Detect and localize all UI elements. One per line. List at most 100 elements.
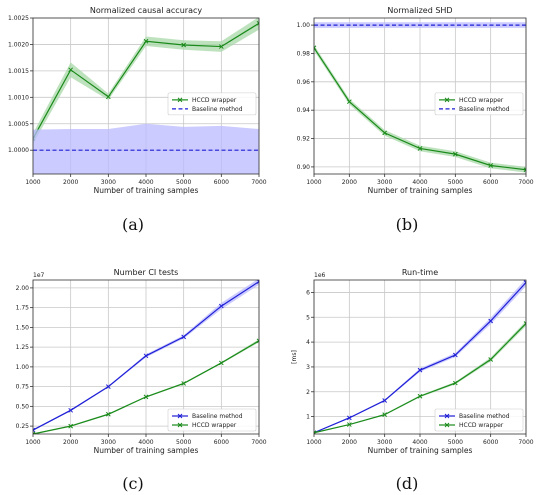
legend-marker (444, 97, 450, 103)
y-tick-label: 6 (306, 289, 310, 296)
plot-area (314, 22, 526, 173)
grid (32, 280, 260, 434)
legend: HCCD wrapper Baseline method (167, 92, 257, 116)
y-tick-label: 0.96 (297, 79, 311, 86)
legend-entry: Baseline method (459, 106, 510, 113)
legend-box (167, 408, 257, 432)
legend-marker (177, 97, 183, 103)
series-band-0 (314, 44, 526, 173)
x-tick-label: 5000 (176, 439, 191, 446)
x-tick-label: 1000 (306, 179, 321, 186)
chart-panel-2: Normalized SHD 1000 2000 3000 4000 5000 6000 70… (297, 6, 534, 234)
data-point (314, 45, 317, 51)
data-point (33, 431, 36, 434)
x-tick-label: 3000 (377, 439, 392, 446)
x-tick-label: 6000 (214, 439, 229, 446)
data-point (143, 38, 149, 44)
y-tick-label: 1.00 (16, 364, 30, 371)
legend: Baseline method HCCD wrapper (167, 408, 257, 432)
data-point (256, 338, 259, 344)
series-band-1 (33, 123, 259, 174)
x-tick-label: 4000 (138, 179, 153, 186)
x-tick-label: 2000 (63, 439, 78, 446)
legend-entry: HCCD wrapper (459, 97, 504, 104)
x-tick-label: 1000 (25, 179, 40, 186)
data-point (105, 411, 111, 417)
data-point (523, 167, 526, 173)
data-point (33, 427, 36, 433)
sci-offset-label: 1e7 (33, 272, 45, 279)
data-point (488, 318, 494, 324)
legend-marker (444, 422, 450, 428)
y-tick-label: 1.0015 (8, 68, 29, 75)
y-tick-label: 0.25 (16, 423, 30, 430)
data-point (143, 394, 149, 400)
y-tick-label: 3 (306, 364, 310, 371)
y-tick-label: 4 (306, 339, 310, 346)
x-tick-label: 3000 (101, 439, 116, 446)
data-point (68, 407, 74, 413)
chart-title: Number CI tests (114, 268, 179, 277)
data-point (523, 321, 526, 326)
data-point (314, 430, 317, 434)
legend-box (167, 92, 257, 116)
plot-area (33, 280, 259, 434)
data-point (181, 334, 187, 340)
data-point (105, 94, 111, 100)
legend-marker (177, 422, 183, 428)
legend-entry: HCCD wrapper (459, 422, 504, 429)
legend-entry: Baseline method (192, 106, 243, 113)
data-point (181, 381, 187, 386)
legend-entry: HCCD wrapper (192, 97, 237, 104)
chart-title: Normalized SHD (387, 6, 452, 15)
x-tick-label: 2000 (342, 179, 357, 186)
y-tick-label: 1.50 (16, 324, 30, 331)
data-point (417, 367, 423, 373)
x-tick-label: 3000 (377, 179, 392, 186)
legend-entry: Baseline method (192, 413, 243, 420)
y-tick-label: 0.50 (16, 403, 30, 410)
x-tick-label: 5000 (176, 179, 191, 186)
data-point (256, 20, 259, 26)
data-point (218, 303, 224, 309)
x-axis-label: Number of training samples (368, 446, 473, 455)
data-point (417, 393, 423, 399)
data-point (452, 151, 458, 157)
chart-panel-1: Normalized causal accuracy 1000 2000 3000 40… (8, 6, 267, 234)
y-tick-label: 1.75 (16, 305, 30, 312)
data-point (488, 163, 494, 168)
x-tick-label: 1000 (25, 439, 40, 446)
x-tick-label: 6000 (483, 439, 498, 446)
chart-caption: (d) (396, 474, 419, 493)
x-axis-label: Number of training samples (94, 446, 199, 455)
series-band-0 (33, 18, 259, 144)
y-tick-label: 1.0005 (8, 121, 29, 128)
y-tick-label: 1.0000 (8, 147, 29, 154)
legend-entry: Baseline method (459, 413, 510, 420)
data-point (143, 353, 149, 359)
chart-caption: (c) (122, 474, 143, 493)
sci-offset-label: 1e6 (314, 272, 326, 279)
plot-area (33, 18, 259, 174)
y-tick-label: 1.00 (297, 22, 311, 29)
data-point (452, 352, 458, 358)
y-tick-label: 1.25 (16, 344, 30, 351)
data-point (346, 415, 352, 421)
y-tick-label: 0.92 (297, 136, 311, 143)
x-tick-label: 4000 (412, 179, 427, 186)
x-tick-label: 2000 (342, 439, 357, 446)
x-tick-label: 4000 (412, 439, 427, 446)
data-point (382, 130, 388, 136)
x-tick-label: 3000 (101, 179, 116, 186)
y-axis-label: [ms] (291, 350, 298, 364)
x-tick-label: 7000 (518, 179, 533, 186)
x-tick-label: 5000 (448, 439, 463, 446)
data-point (382, 398, 388, 403)
x-tick-label: 7000 (251, 439, 266, 446)
chart-caption: (b) (396, 215, 419, 234)
chart-title: Run-time (402, 268, 438, 277)
data-point (218, 360, 224, 366)
data-point (452, 380, 458, 386)
x-tick-label: 6000 (214, 179, 229, 186)
data-point (181, 42, 187, 48)
